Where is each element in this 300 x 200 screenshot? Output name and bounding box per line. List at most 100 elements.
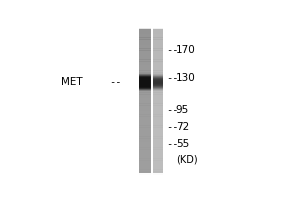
Bar [153,157,163,159]
Bar [153,88,163,91]
Bar [139,76,152,79]
Text: (KD): (KD) [176,155,197,165]
Bar [139,120,152,122]
Bar [153,129,163,131]
Bar [139,151,152,153]
Bar [139,88,152,90]
Bar [153,103,163,106]
Bar [139,34,152,36]
Bar [139,79,152,82]
Bar [139,109,152,111]
Bar [153,160,163,162]
Bar [153,84,163,87]
Bar [153,37,163,40]
Bar [139,88,152,91]
Bar [153,87,163,90]
Bar [153,171,163,173]
Bar [153,47,163,49]
Bar [153,74,163,77]
Bar [153,80,163,83]
Bar [153,86,163,89]
Bar [139,118,152,120]
Bar [139,78,152,81]
Bar [153,73,163,76]
Bar [139,74,152,77]
Bar [139,80,152,82]
Bar [153,153,163,155]
Bar [153,34,163,36]
Bar [153,86,163,89]
Bar [139,75,152,78]
Bar [153,81,163,84]
Bar [139,77,152,80]
Bar [153,151,163,153]
Bar [153,83,163,85]
Bar [153,118,163,120]
Bar [153,79,163,82]
Bar [139,76,152,79]
Bar [139,74,152,77]
Bar [153,56,163,58]
Bar [139,133,152,135]
Bar [153,45,163,47]
Bar [139,83,152,85]
Bar [139,96,152,98]
Bar [153,76,163,78]
Text: --: -- [167,45,179,55]
Bar [153,69,163,71]
Text: 55: 55 [176,139,189,149]
Bar [139,83,152,86]
Bar [139,86,152,89]
Bar [139,83,152,85]
Bar [153,84,163,87]
Bar [139,77,152,80]
Text: 95: 95 [176,105,189,115]
Bar [139,127,152,129]
Bar [139,85,152,87]
Bar [139,85,152,88]
Bar [139,74,152,76]
Bar [139,169,152,172]
Bar [139,144,152,146]
Bar [139,78,152,80]
Bar [139,149,152,151]
Bar [153,43,163,45]
Bar [139,81,152,84]
Bar [153,102,163,104]
Bar [153,41,163,43]
Bar [139,79,152,82]
Bar [153,87,163,90]
Bar [139,102,152,104]
Bar [153,79,163,82]
Bar [139,122,152,124]
Bar [139,168,152,170]
Bar [153,85,163,87]
Bar [139,78,152,80]
Bar [153,144,163,146]
Bar [153,74,163,77]
Bar [139,87,152,90]
Bar [139,79,152,82]
Bar [139,73,152,76]
Bar [139,147,152,150]
Bar [139,86,152,89]
Bar [153,164,163,166]
Bar [153,77,163,80]
Bar [139,160,152,162]
Bar [139,76,152,79]
Bar [153,166,163,168]
Bar [153,131,163,133]
Bar [139,56,152,58]
Bar [139,86,152,89]
Bar [139,75,152,78]
Bar [153,86,163,89]
Bar [153,77,163,79]
Bar [153,87,163,89]
Bar [153,85,163,88]
Bar [139,48,152,51]
Bar [153,78,163,80]
Bar [153,74,163,77]
Bar [153,81,163,84]
Bar [139,75,152,78]
Bar [153,91,163,93]
